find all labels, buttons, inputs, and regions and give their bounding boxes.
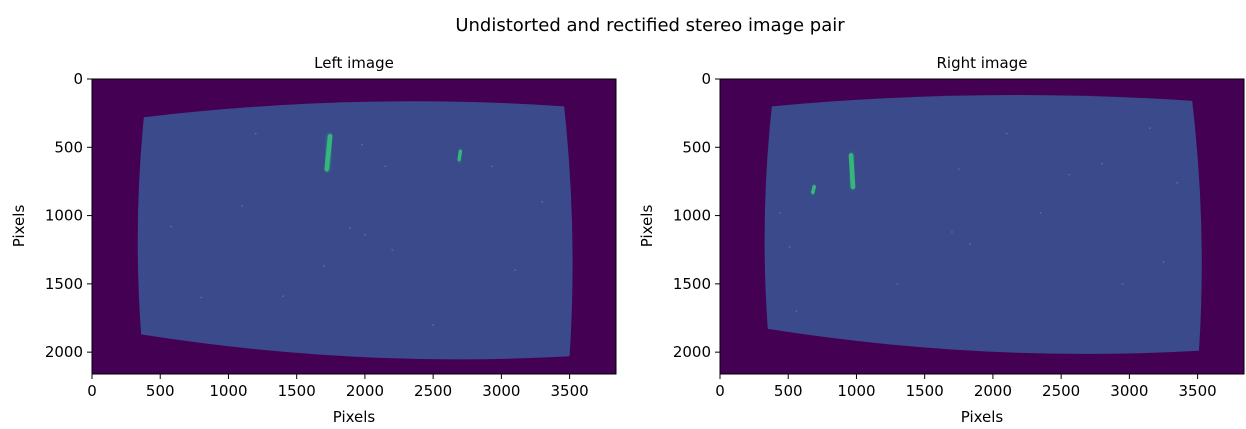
- left-image-speckle: [323, 265, 325, 268]
- right-image-xtick-label: 1500: [906, 382, 944, 400]
- right-image-speckle: [968, 243, 971, 246]
- left-image-streak: [324, 134, 333, 172]
- left-image-speckle: [541, 201, 544, 203]
- right-image-speckle: [795, 310, 798, 313]
- left-image-speckle: [254, 132, 257, 135]
- right-image-xlabel: Pixels: [961, 408, 1004, 426]
- right-image-ytick-label: 2000: [673, 343, 711, 361]
- left-image-speckle: [391, 248, 394, 251]
- left-image-speckle: [170, 225, 173, 228]
- right-image-speckle: [1039, 211, 1042, 214]
- right-image-xtick-label: 500: [774, 382, 803, 400]
- left-image-ytick-label: 500: [54, 138, 83, 156]
- right-image-ytick-label: 1500: [673, 275, 711, 293]
- left-image-speckle: [241, 205, 244, 207]
- right-image-speckle: [1148, 127, 1151, 130]
- right-image-xtick-label: 1000: [837, 382, 875, 400]
- left-image-xtick-label: 2000: [346, 382, 384, 400]
- right-image-speckle: [896, 282, 899, 285]
- right-image-speckle: [1121, 282, 1124, 285]
- right-image-ytick-label: 500: [682, 138, 711, 156]
- right-image-speckle: [1162, 261, 1165, 263]
- left-image-speckle: [364, 233, 366, 236]
- left-image-streak: [457, 149, 463, 162]
- right-image-speckle: [788, 246, 791, 248]
- right-image-title: Right image: [937, 54, 1028, 72]
- left-image-speckle: [200, 296, 203, 299]
- left-image-xtick-label: 2500: [414, 382, 452, 400]
- left-image-panel: Left image Pixels Pixels 0 500 1000 1500 200…: [10, 54, 617, 426]
- left-image-xtick-label: 0: [87, 382, 97, 400]
- left-image-xtick-label: 1000: [209, 382, 247, 400]
- left-image-speckle: [490, 165, 493, 168]
- left-image-xtick-label: 1500: [278, 382, 316, 400]
- left-image-ytick-label: 1000: [45, 207, 83, 225]
- left-image-ytick-label: 2000: [45, 343, 83, 361]
- left-image-speckle: [384, 165, 387, 168]
- right-image-panel: Right image Pixels Pixels 0 500 1000 1500 20…: [638, 54, 1245, 426]
- left-image-speckle: [282, 295, 284, 298]
- left-image-xtick-label: 500: [146, 382, 175, 400]
- left-image-speckle: [349, 226, 351, 229]
- right-image-speckle: [1068, 173, 1071, 176]
- right-image-ytick-label: 0: [701, 70, 711, 88]
- left-image-ytick-label: 0: [73, 70, 83, 88]
- right-image-xtick-label: 3500: [1179, 382, 1217, 400]
- left-image-title: Left image: [314, 54, 394, 72]
- left-image-rectified-region: [137, 101, 573, 360]
- left-image-xtick-label: 3000: [482, 382, 520, 400]
- right-image-speckle: [1005, 132, 1008, 135]
- left-image-axes-frame: [91, 78, 617, 375]
- right-image-speckle: [1101, 162, 1103, 165]
- left-image-xlabel: Pixels: [333, 408, 376, 426]
- right-image-xtick-label: 2000: [974, 382, 1012, 400]
- figure-suptitle: Undistorted and rectified stereo image p…: [455, 15, 845, 36]
- right-image-rectified-region: [764, 94, 1202, 354]
- left-image-xtick-label: 3500: [551, 382, 589, 400]
- left-image-speckle: [514, 269, 516, 272]
- right-image-speckle: [1176, 181, 1179, 184]
- right-image-speckle: [779, 211, 781, 214]
- right-image-ylabel: Pixels: [638, 205, 656, 248]
- right-image-xtick-label: 0: [715, 382, 725, 400]
- left-image-speckle: [432, 323, 435, 326]
- right-image-xtick-label: 2500: [1042, 382, 1080, 400]
- right-image-speckle: [957, 168, 960, 171]
- right-image-axes-frame: [719, 78, 1245, 375]
- left-image-speckle: [361, 143, 364, 146]
- right-image-ytick-label: 1000: [673, 207, 711, 225]
- left-image-ytick-label: 1500: [45, 275, 83, 293]
- right-image-streak: [848, 153, 856, 190]
- left-image-ylabel: Pixels: [10, 205, 28, 248]
- right-image-streak: [810, 185, 816, 195]
- right-image-xtick-label: 3000: [1110, 382, 1148, 400]
- right-image-speckle: [951, 231, 953, 233]
